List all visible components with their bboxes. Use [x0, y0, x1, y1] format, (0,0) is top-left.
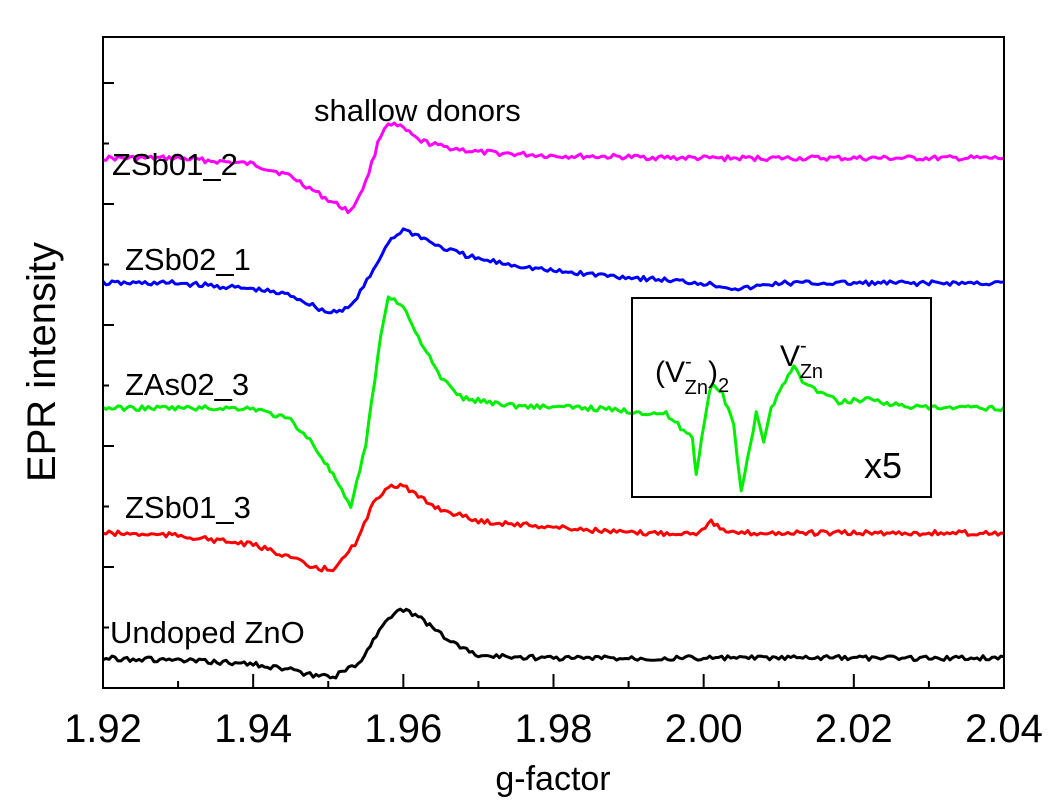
x-tick-label: 2.04	[965, 707, 1043, 751]
x-tick-label: 2.00	[665, 707, 743, 751]
series-label-zsb02-1: ZSb02_1	[125, 242, 251, 277]
x-tick-label: 2.02	[815, 707, 893, 751]
series-label-zsb01-3: ZSb01_3	[125, 490, 251, 525]
x-ticks: 1.92 1.94 1.96 1.98 2.00 2.02 2.04	[64, 674, 1043, 751]
series-label-zsb01-2: ZSb01_2	[112, 147, 238, 182]
series-line-zsb01-2	[102, 121, 1005, 215]
x-tick-label: 1.92	[64, 707, 142, 751]
inset-vzn-letter: V	[780, 340, 800, 373]
inset-scale-label: x5	[864, 445, 902, 486]
inset-label-vzn-pair: (V- Zn)2	[655, 351, 729, 399]
plot-frame	[102, 36, 1005, 689]
inset-vzn-site: Zn	[800, 361, 823, 383]
x-tick-label: 1.96	[364, 707, 442, 751]
y-axis-label: EPR intensity	[20, 242, 64, 482]
x-tick-label: 1.98	[515, 707, 593, 751]
series-line-zas02-3	[102, 295, 1006, 509]
inset-box	[631, 297, 932, 498]
inset-vzn-pair-open: (V	[655, 356, 685, 389]
series-line-zsb02-1	[101, 227, 1005, 315]
inset-label-vzn: V- Zn	[780, 335, 823, 383]
x-tick-label: 1.94	[214, 707, 292, 751]
series-label-undoped-zno: Undoped ZnO	[110, 615, 305, 650]
inset-vzn-pair-charge: -	[685, 351, 692, 373]
series-line-zsb01-3	[102, 482, 1005, 573]
annotation-shallow-donors: shallow donors	[314, 93, 521, 128]
inset-vzn-pair-close: )	[708, 356, 718, 389]
series-line-undoped-zno	[102, 607, 1005, 680]
series-traces	[101, 121, 1006, 680]
x-axis-label: g-factor	[495, 760, 610, 798]
inset-vzn-pair-subscript: 2	[718, 375, 729, 397]
inset-vzn-pair-site: Zn	[685, 377, 708, 399]
inset-vzn-charge: -	[800, 335, 807, 357]
series-label-zas02-3: ZAs02_3	[125, 367, 249, 402]
y-ticks	[103, 82, 114, 689]
